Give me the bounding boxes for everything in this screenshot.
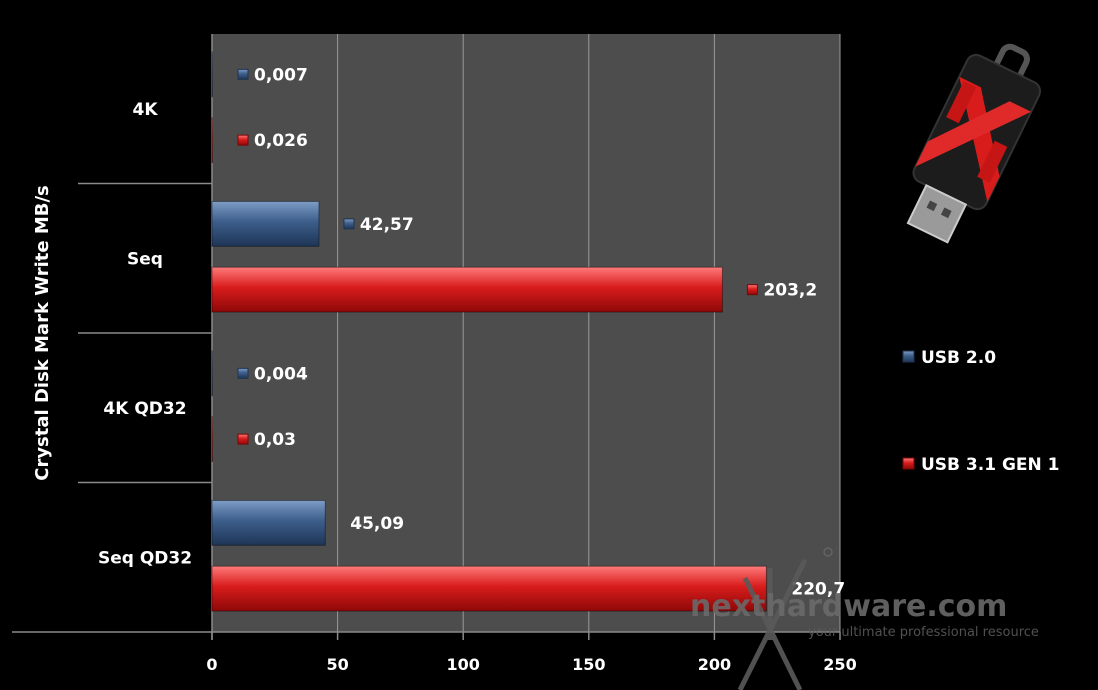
watermark-brand: nexthardware.com xyxy=(690,589,1007,624)
legend: USB 2.0 USB 3.1 GEN 1 xyxy=(902,348,1060,475)
registered-mark-icon xyxy=(823,547,833,557)
x-tick-labels: 0 50 100 150 200 250 xyxy=(206,632,857,674)
value-label: 42,57 xyxy=(360,215,414,235)
value-label: 0,004 xyxy=(254,364,308,384)
legend-swatch-usb31 xyxy=(902,457,915,470)
x-tick-label: 0 xyxy=(206,655,217,674)
value-label: 203,2 xyxy=(763,281,817,301)
value-label: 0,026 xyxy=(254,131,308,151)
legend-swatch-usb20 xyxy=(902,350,915,363)
value-swatch xyxy=(237,134,249,146)
x-tick-label: 150 xyxy=(572,655,605,674)
x-tick-label: 50 xyxy=(326,655,348,674)
usb-flash-drive-icon xyxy=(906,43,1042,244)
legend-item-usb31: USB 3.1 GEN 1 xyxy=(902,455,1060,475)
category-label: 4K QD32 xyxy=(103,399,186,419)
bar-usb20 xyxy=(211,200,320,247)
x-tick-label: 250 xyxy=(823,655,856,674)
bar-usb20 xyxy=(211,350,213,397)
value-swatch xyxy=(343,218,355,230)
value-swatch xyxy=(237,68,249,80)
value-swatch xyxy=(237,433,249,445)
bars xyxy=(211,51,767,612)
bar-usb31 xyxy=(211,565,767,612)
category-label: Seq xyxy=(127,249,163,269)
value-label: 45,09 xyxy=(350,514,404,534)
y-axis-title: Crystal Disk Mark Write MB/s xyxy=(32,185,53,481)
value-label: 0,03 xyxy=(254,430,296,450)
category-label: Seq QD32 xyxy=(98,548,192,568)
bar-usb31 xyxy=(211,416,213,463)
category-label: 4K xyxy=(132,100,158,120)
legend-label-usb20: USB 2.0 xyxy=(921,348,996,368)
x-tick-label: 200 xyxy=(698,655,731,674)
bar-usb31 xyxy=(211,266,723,313)
gridlines xyxy=(337,34,841,632)
category-labels: 4K Seq 4K QD32 Seq QD32 xyxy=(98,100,192,569)
watermark-tagline: your ultimate professional resource xyxy=(808,625,1039,640)
value-swatch xyxy=(746,284,758,296)
x-tick-label: 100 xyxy=(446,655,479,674)
bar-usb20 xyxy=(211,499,326,546)
bar-usb20 xyxy=(211,51,213,98)
bar-usb31 xyxy=(211,117,213,164)
watermark: nexthardware.com your ultimate professio… xyxy=(690,547,1039,690)
value-labels: 0,007 42,57 0,004 45,09 0,026 203,2 0,03 220,7 xyxy=(237,65,845,600)
value-label: 220,7 xyxy=(791,580,845,600)
value-swatch xyxy=(237,367,249,379)
legend-item-usb20: USB 2.0 xyxy=(902,348,996,368)
value-label: 0,007 xyxy=(254,65,308,85)
legend-label-usb31: USB 3.1 GEN 1 xyxy=(921,455,1060,475)
